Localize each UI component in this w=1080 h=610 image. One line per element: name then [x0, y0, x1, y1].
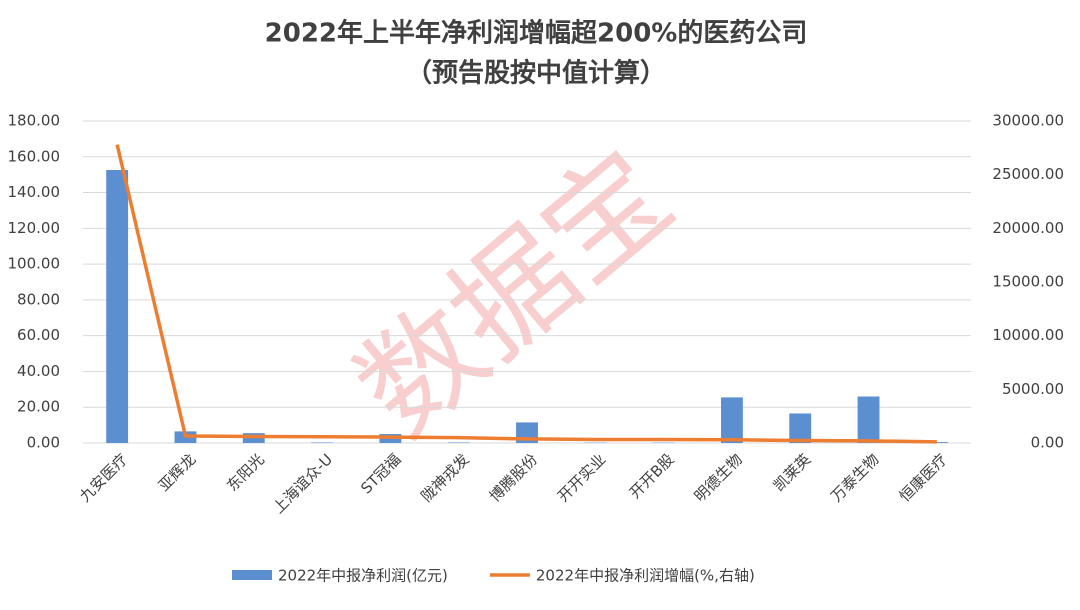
y-tick-label: 120.00: [8, 219, 61, 237]
x-tick-label: 东阳光: [223, 450, 268, 495]
bar: [448, 442, 470, 443]
y-tick-label: 140.00: [8, 183, 61, 201]
x-tick-label: 明德生物: [691, 450, 746, 505]
legend-swatch: [232, 570, 272, 580]
bar: [721, 397, 743, 443]
x-tick-label: ST冠福: [357, 450, 404, 497]
x-tick-label: 九安医疗: [76, 450, 131, 505]
x-tick-label: 恒康医疗: [896, 450, 951, 505]
x-tick-label: 凯莱英: [770, 450, 815, 495]
y-tick-label: 180.00: [8, 112, 61, 130]
y-tick-label: 40.00: [17, 362, 60, 380]
y2-tick-label: 20000.00: [992, 219, 1064, 237]
y2-tick-label: 5000.00: [1002, 380, 1064, 398]
y-tick-label: 20.00: [17, 398, 60, 416]
y2-tick-label: 10000.00: [992, 326, 1064, 344]
bar: [789, 413, 811, 443]
y-tick-label: 100.00: [8, 255, 61, 273]
chart-title: 2022年上半年净利润增幅超200%的医药公司: [265, 18, 808, 49]
watermark: 数据宝: [332, 125, 697, 463]
y2-tick-label: 30000.00: [992, 112, 1064, 130]
y-tick-label: 160.00: [8, 147, 61, 165]
y-tick-label: 80.00: [17, 290, 60, 308]
x-tick-label: 开开B股: [626, 450, 678, 502]
legend-label: 2022年中报净利润(亿元): [278, 567, 448, 585]
chart-subtitle: （预告股按中值计算）: [406, 58, 666, 89]
y-tick-label: 60.00: [17, 326, 60, 344]
y2-tick-label: 25000.00: [992, 165, 1064, 183]
bar: [858, 396, 880, 443]
x-tick-label: 开开实业: [554, 450, 609, 505]
y-tick-label: 0.00: [27, 434, 60, 452]
x-tick-label: 亚辉龙: [155, 450, 200, 495]
legend-label: 2022年中报净利润增幅(%,右轴): [536, 567, 755, 585]
bar: [106, 170, 128, 443]
x-tick-label: 上海谊众-U: [269, 450, 336, 517]
x-tick-label: 万泰生物: [827, 450, 882, 505]
y2-tick-label: 15000.00: [992, 273, 1064, 291]
bar: [311, 442, 333, 443]
y2-tick-label: 0.00: [1031, 434, 1064, 452]
x-tick-label: 博腾股份: [486, 450, 541, 505]
